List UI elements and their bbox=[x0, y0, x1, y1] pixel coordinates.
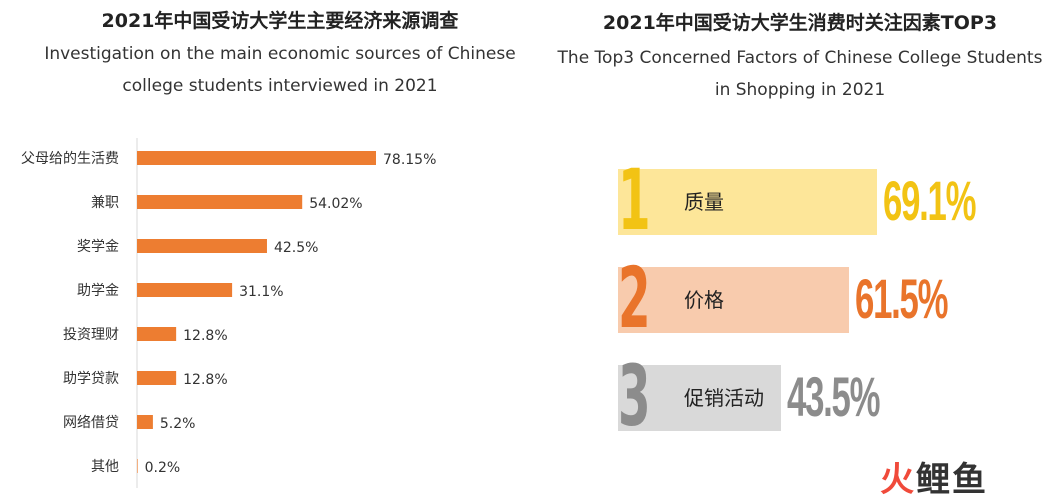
left-chart-title: 2021年中国受访大学生主要经济来源调查 bbox=[101, 10, 459, 32]
top3-factor: 质量 bbox=[684, 190, 724, 214]
right-chart-title: 2021年中国受访大学生消费时关注因素TOP3 bbox=[602, 12, 998, 34]
right-chart-subtitle: The Top3 Concerned Factors of Chinese Co… bbox=[557, 48, 1043, 100]
bar bbox=[137, 239, 267, 253]
top3-rank: 1 bbox=[618, 151, 651, 249]
category-label: 奖学金 bbox=[77, 238, 119, 255]
top3-row-3: 3 促销活动 43.5% bbox=[560, 354, 1059, 438]
bar-value-label: 0.2% bbox=[145, 460, 181, 476]
top3-value-label: 61.5% bbox=[854, 267, 948, 330]
bar bbox=[137, 459, 138, 473]
top3-row-1: 1 质量 69.1% bbox=[560, 158, 1059, 242]
watermark-part-1: 火 bbox=[880, 460, 916, 500]
top3-value-label: 69.1% bbox=[883, 169, 976, 232]
top3-factor: 价格 bbox=[684, 288, 724, 312]
bar bbox=[137, 151, 376, 165]
top3-box bbox=[618, 365, 782, 431]
top3-row-2: 2 价格 61.5% bbox=[560, 256, 1059, 340]
bar bbox=[137, 283, 233, 297]
bar-value-label: 12.8% bbox=[183, 372, 227, 388]
top3-rank: 2 bbox=[618, 249, 651, 347]
top3-box bbox=[618, 169, 877, 235]
economic-sources-bar-chart: 父母给的生活费 78.15% 兼职 54.02% 奖学金 42.5% 助学金 31.1% 投资理… bbox=[21, 138, 436, 488]
top3-rank: 3 bbox=[618, 347, 651, 445]
bar-value-label: 78.15% bbox=[383, 152, 436, 168]
watermark-logo: 火鲤鱼 bbox=[880, 452, 988, 501]
bar-value-label: 5.2% bbox=[160, 416, 196, 432]
bar-value-label: 42.5% bbox=[274, 240, 318, 256]
bar bbox=[137, 327, 177, 341]
category-label: 助学贷款 bbox=[63, 371, 119, 387]
category-label: 网络借贷 bbox=[63, 415, 119, 431]
category-label: 投资理财 bbox=[63, 327, 119, 343]
bar-value-label: 31.1% bbox=[239, 284, 283, 300]
bar-value-label: 12.8% bbox=[183, 328, 227, 344]
category-label: 兼职 bbox=[91, 195, 119, 211]
concern-factors-panel: 2021年中国受访大学生消费时关注因素TOP3 The Top3 Concern… bbox=[558, 0, 1059, 499]
bar bbox=[137, 195, 303, 209]
economic-sources-panel: 2021年中国受访大学生主要经济来源调查 Investigation on th… bbox=[21, 10, 516, 488]
watermark-part-2: 鲤鱼 bbox=[916, 460, 988, 500]
top3-box bbox=[618, 267, 849, 333]
left-chart-subtitle: Investigation on the main economic sourc… bbox=[44, 44, 516, 96]
category-label: 父母给的生活费 bbox=[21, 151, 119, 167]
bar-value-label: 54.02% bbox=[309, 196, 362, 212]
bar bbox=[137, 371, 177, 385]
top3-factor: 促销活动 bbox=[684, 386, 764, 410]
category-label: 助学金 bbox=[77, 283, 119, 299]
bar bbox=[137, 415, 153, 429]
category-label: 其他 bbox=[91, 459, 119, 475]
top3-value-label: 43.5% bbox=[787, 365, 880, 428]
